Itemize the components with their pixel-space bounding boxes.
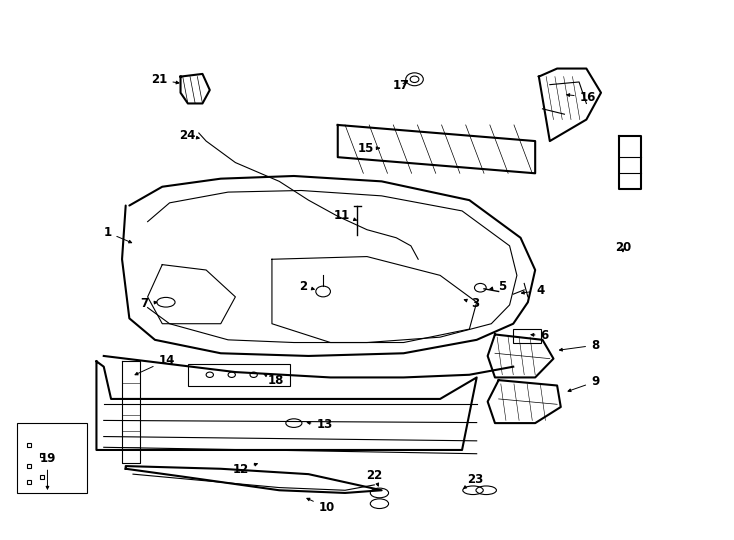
Text: 3: 3 [465,297,479,310]
Text: 1: 1 [103,226,131,243]
Text: 13: 13 [308,418,333,431]
Text: 19: 19 [39,451,56,489]
Text: 8: 8 [559,339,599,352]
Text: 17: 17 [393,79,409,92]
Text: 11: 11 [334,208,357,222]
Text: 2: 2 [299,280,314,293]
Text: 22: 22 [366,469,382,486]
Bar [513,329,541,342]
Text: 12: 12 [233,463,258,476]
Text: 5: 5 [490,280,506,293]
Text: 14: 14 [135,354,175,375]
Text: 23: 23 [464,473,484,489]
Text: 4: 4 [521,284,545,297]
Text: 20: 20 [615,241,631,254]
Text: 10: 10 [307,498,335,514]
Text: 6: 6 [531,329,549,342]
Text: 24: 24 [179,129,199,142]
Text: 16: 16 [567,91,596,104]
Text: 7: 7 [141,298,157,310]
Bar [18,423,87,493]
Text: 18: 18 [264,374,285,387]
Text: 15: 15 [357,142,379,155]
Text: 21: 21 [151,73,179,86]
Text: 9: 9 [568,375,599,391]
Bar [188,364,290,386]
